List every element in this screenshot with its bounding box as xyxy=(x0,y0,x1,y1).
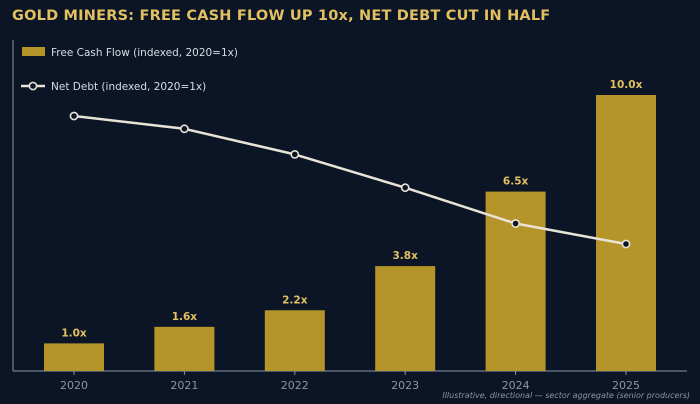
x-tick-label-2025: 2025 xyxy=(612,379,640,392)
fcf-data-label-2023: 3.8x xyxy=(393,250,419,262)
chart-title: GOLD MINERS: FREE CASH FLOW UP 10x, NET … xyxy=(12,8,551,24)
fcf-bar-2024 xyxy=(485,191,546,371)
bar-labels: 1.0x 1.6x 2.2x 3.8x 6.5x 10.0x xyxy=(61,79,642,339)
fcf-bar-2021 xyxy=(154,326,215,371)
net-debt-line xyxy=(72,114,628,246)
fcf-bar-2023 xyxy=(375,266,436,371)
net-debt-point-2020 xyxy=(69,111,79,121)
fcf-data-label-2022: 2.2x xyxy=(282,294,308,306)
legend-net-debt-swatch-marker xyxy=(28,81,38,91)
fcf-bar-2025 xyxy=(596,95,656,371)
x-tick-label-2023: 2023 xyxy=(391,379,419,392)
fcf-data-label-2021: 1.6x xyxy=(172,311,198,323)
fcf-data-label-2025: 10.0x xyxy=(610,79,643,91)
x-tick-label-2022: 2022 xyxy=(281,379,309,392)
x-tick-label-2021: 2021 xyxy=(170,379,198,392)
fcf-bar-2022 xyxy=(264,310,325,371)
net-debt-line-layer xyxy=(69,111,631,249)
net-debt-point-2021 xyxy=(179,124,189,134)
legend: Free Cash Flow (indexed, 2020=1x) Net Deb… xyxy=(21,47,238,93)
legend-net-debt-label: Net Debt (indexed, 2020=1x) xyxy=(51,81,206,93)
fcf-data-label-2020: 1.0x xyxy=(61,327,87,339)
x-tick-label-2024: 2024 xyxy=(502,379,530,392)
net-debt-point-2023 xyxy=(400,183,410,193)
footnote: Illustrative, directional — sector aggre… xyxy=(442,391,690,400)
legend-fcf-label: Free Cash Flow (indexed, 2020=1x) xyxy=(51,47,238,59)
net-debt-point-2024 xyxy=(511,219,520,228)
net-debt-point-2025 xyxy=(621,239,631,249)
x-tick-labels: 2020 2021 2022 2023 2024 2025 xyxy=(60,371,640,392)
fcf-data-label-2024: 6.5x xyxy=(503,176,529,188)
net-debt-point-2022 xyxy=(290,149,300,159)
axes xyxy=(12,40,687,372)
legend-fcf-swatch xyxy=(22,47,45,56)
bars xyxy=(44,95,656,371)
x-tick-label-2020: 2020 xyxy=(60,379,88,392)
fcf-bar-2020 xyxy=(44,343,104,371)
